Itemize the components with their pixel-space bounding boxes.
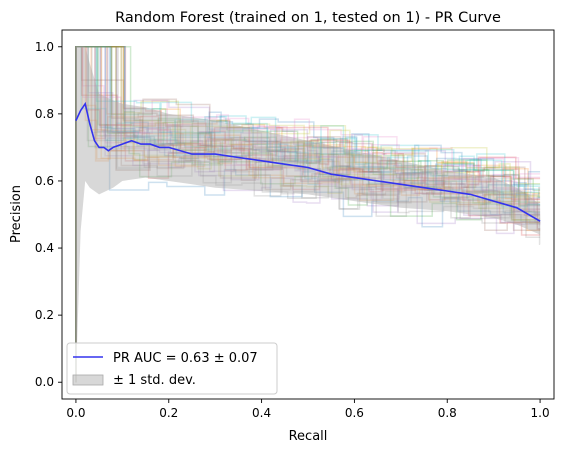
fold-curve xyxy=(75,46,541,383)
legend-box xyxy=(66,342,278,395)
fold-curve xyxy=(75,46,541,383)
x-axis-label: Recall xyxy=(289,429,328,444)
fold-curve xyxy=(75,46,541,383)
y-axis-label: Precision xyxy=(9,185,24,243)
fold-curve xyxy=(75,46,541,383)
std-dev-band xyxy=(75,46,541,383)
fold-curve xyxy=(75,46,541,383)
fold-curve xyxy=(75,46,541,383)
fold-curve xyxy=(75,46,541,383)
fold-curves xyxy=(75,46,541,383)
fold-curve xyxy=(75,46,541,383)
fold-curve xyxy=(75,46,541,383)
fold-curve xyxy=(75,46,541,383)
mean-pr-curve xyxy=(75,101,541,222)
fold-curve xyxy=(75,46,541,383)
legend: PR AUC = 0.63 ± 0.07 ± 1 std. dev. xyxy=(66,342,278,395)
legend-band-swatch xyxy=(72,374,104,386)
fold-curve xyxy=(75,46,541,383)
fold-curve xyxy=(75,46,541,383)
fold-curve xyxy=(75,46,541,383)
fold-curve xyxy=(75,46,541,383)
fold-curve xyxy=(75,46,541,383)
fold-curve xyxy=(75,46,541,383)
fold-curve xyxy=(75,46,541,383)
fold-curve xyxy=(75,46,541,383)
fold-curve xyxy=(75,46,541,383)
fold-curve xyxy=(75,46,541,383)
fold-curve xyxy=(75,46,541,383)
fold-curve xyxy=(75,46,541,383)
fold-curve xyxy=(75,46,541,383)
x-axis-ticks: 0.0 0.2 0.4 0.6 0.8 1.0 xyxy=(66,399,550,420)
y-tick-label: 0.0 xyxy=(35,375,54,389)
y-tick-label: 0.8 xyxy=(35,107,54,121)
x-tick-label: 1.0 xyxy=(531,406,550,420)
y-tick-label: 0.2 xyxy=(35,308,54,322)
legend-mean-label: PR AUC = 0.63 ± 0.07 xyxy=(113,351,258,366)
fold-curve xyxy=(75,46,541,383)
fold-curve xyxy=(75,46,541,383)
y-tick-label: 0.6 xyxy=(35,174,54,188)
y-tick-label: 0.4 xyxy=(35,241,54,255)
fold-curve xyxy=(75,46,541,383)
fold-curve xyxy=(75,46,541,383)
fold-curve xyxy=(75,46,541,383)
fold-curve xyxy=(75,46,541,383)
fold-curve xyxy=(75,46,541,383)
fold-curve xyxy=(75,46,541,383)
fold-curve xyxy=(75,46,541,383)
x-tick-label: 0.8 xyxy=(438,406,457,420)
fold-curve xyxy=(75,46,541,383)
fold-curve xyxy=(75,46,541,383)
fold-curve xyxy=(75,46,541,383)
fold-curve xyxy=(75,46,541,383)
plot-area xyxy=(75,46,541,383)
x-tick-label: 0.2 xyxy=(159,406,178,420)
fold-curve xyxy=(75,46,541,383)
fold-curve xyxy=(75,46,541,383)
y-axis-ticks: 0.0 0.2 0.4 0.6 0.8 1.0 xyxy=(35,40,62,389)
fold-curve xyxy=(75,46,541,383)
x-tick-label: 0.4 xyxy=(252,406,271,420)
fold-curve xyxy=(75,46,541,383)
legend-band-label: ± 1 std. dev. xyxy=(113,373,196,388)
x-tick-label: 0.6 xyxy=(345,406,364,420)
fold-curve xyxy=(75,46,541,383)
fold-curve xyxy=(75,46,541,383)
chart-title: Random Forest (trained on 1, tested on 1… xyxy=(115,10,501,26)
y-tick-label: 1.0 xyxy=(35,40,54,54)
x-tick-label: 0.0 xyxy=(66,406,85,420)
fold-curve xyxy=(75,46,541,383)
fold-curve xyxy=(75,46,541,383)
plot-frame xyxy=(61,29,555,400)
fold-curve xyxy=(75,46,541,383)
fold-curve xyxy=(75,46,541,383)
